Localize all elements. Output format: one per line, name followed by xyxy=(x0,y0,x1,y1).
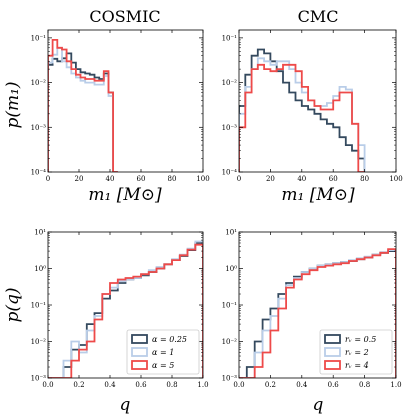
legend-label: rᵥ = 2 xyxy=(345,348,369,357)
x-tick-label: 0 xyxy=(46,175,50,183)
legend-swatch xyxy=(131,334,148,344)
y-tick-label: 10⁻³ xyxy=(31,124,47,132)
x-tick-label: 0.4 xyxy=(104,381,116,389)
column-title-cosmic: COSMIC xyxy=(89,7,160,26)
x-tick-label: 0.8 xyxy=(359,381,370,389)
legend-swatch xyxy=(324,347,341,357)
y-tick-label: 10⁰ xyxy=(225,265,237,273)
xlabel-cmc-m1: m₁ [M⊙] xyxy=(281,185,355,205)
x-tick-label: 80 xyxy=(168,175,177,183)
ylabel-bottom: p(q) xyxy=(3,287,23,322)
legend-box xyxy=(319,329,393,375)
y-tick-label: 10⁻¹ xyxy=(31,302,47,310)
y-tick-label: 10⁻⁴ xyxy=(222,169,238,177)
series-line-1-0 xyxy=(239,48,366,172)
plot-frame xyxy=(238,29,397,173)
x-tick-label: 60 xyxy=(329,175,338,183)
legend-label: α = 1 xyxy=(152,348,174,357)
legend: α = 0.25 α = 1 α = 5 xyxy=(126,329,200,375)
series-line-3-2 xyxy=(239,248,396,378)
legend-label: rᵥ = 4 xyxy=(345,361,369,370)
series-line-2-2 xyxy=(48,243,203,378)
y-tick-label: 10⁻³ xyxy=(222,375,238,383)
y-tick-label: 10⁻¹ xyxy=(31,34,47,42)
plot-frame xyxy=(47,29,204,173)
xlabel-cosmic-m1: m₁ [M⊙] xyxy=(88,185,162,205)
x-tick-label: 40 xyxy=(106,175,115,183)
legend-box xyxy=(126,329,200,375)
legend-swatch xyxy=(131,360,148,370)
x-tick-label: 1.0 xyxy=(197,381,208,389)
series-line-0-2 xyxy=(48,39,118,172)
legend-label: rᵥ = 0.5 xyxy=(345,335,376,344)
legend-swatch xyxy=(131,347,148,357)
column-title-cmc: CMC xyxy=(298,7,339,26)
x-tick-label: 100 xyxy=(389,175,402,183)
x-tick-label: 20 xyxy=(75,175,84,183)
legend-swatch xyxy=(324,360,341,370)
x-tick-label: 0.0 xyxy=(42,381,53,389)
x-tick-label: 20 xyxy=(266,175,275,183)
y-tick-label: 10⁻² xyxy=(31,79,47,87)
x-tick-label: 0.2 xyxy=(73,381,84,389)
legend-swatch xyxy=(324,334,341,344)
x-tick-label: 0.4 xyxy=(296,381,308,389)
y-tick-label: 10⁻² xyxy=(222,79,238,87)
legend: rᵥ = 0.5 rᵥ = 2 rᵥ = 4 xyxy=(319,329,393,375)
y-tick-label: 10⁻¹ xyxy=(222,302,238,310)
series-line-1-2 xyxy=(239,63,365,172)
panel-cmc-m1: 0 20 40 60 80 100 10⁻¹ 10⁻² 10⁻³ 10⁻⁴ xyxy=(222,29,403,183)
y-tick-label: 10⁻² xyxy=(31,338,47,346)
x-tick-label: 40 xyxy=(297,175,306,183)
x-tick-label: 80 xyxy=(360,175,369,183)
x-tick-label: 0.2 xyxy=(265,381,276,389)
xlabel-cmc-q: q xyxy=(313,395,324,415)
x-tick-label: 0.8 xyxy=(166,381,177,389)
y-tick-label: 10⁻³ xyxy=(31,375,47,383)
legend-label: α = 0.25 xyxy=(152,335,187,344)
panel-cosmic-q: 0.0 0.2 0.4 0.6 0.8 1.0 10¹ 10⁰ 10⁻¹ 10⁻² 10⁻³ α = … xyxy=(31,229,209,390)
x-tick-label: 1.0 xyxy=(390,381,401,389)
series-line-0-1 xyxy=(48,46,118,172)
x-tick-label: 0.0 xyxy=(233,381,244,389)
x-tick-label: 0.6 xyxy=(328,381,340,389)
ylabel-top: p(m₁) xyxy=(3,81,23,128)
xlabel-cosmic-q: q xyxy=(120,395,131,415)
panel-cosmic-m1: 0 20 40 60 80 100 10⁻¹ 10⁻² 10⁻³ 10⁻⁴ xyxy=(31,29,210,183)
x-tick-label: 60 xyxy=(137,175,146,183)
y-tick-label: 10⁰ xyxy=(34,265,46,273)
x-tick-label: 0.6 xyxy=(135,381,147,389)
y-tick-label: 10¹ xyxy=(34,229,46,237)
y-tick-label: 10⁻² xyxy=(222,338,238,346)
panel-cmc-q: 0.0 0.2 0.4 0.6 0.8 1.0 10¹ 10⁰ 10⁻¹ 10⁻² 10⁻³ rᵥ =… xyxy=(222,229,402,390)
y-tick-label: 10¹ xyxy=(225,229,237,237)
y-tick-label: 10⁻³ xyxy=(222,124,238,132)
legend-label: α = 5 xyxy=(152,361,174,370)
x-tick-label: 0 xyxy=(237,175,241,183)
x-tick-label: 100 xyxy=(196,175,209,183)
y-tick-label: 10⁻⁴ xyxy=(31,169,47,177)
y-tick-label: 10⁻¹ xyxy=(222,34,238,42)
